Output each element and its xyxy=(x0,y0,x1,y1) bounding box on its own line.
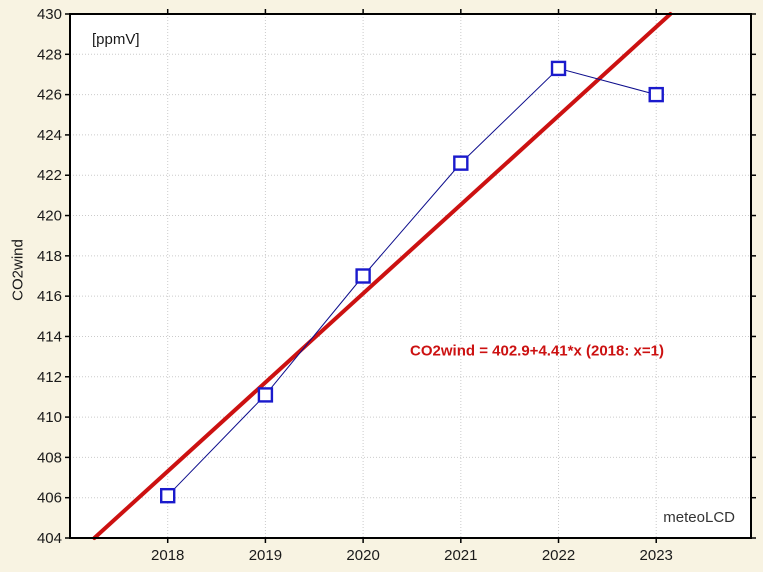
x-tick-label: 2021 xyxy=(444,547,477,564)
y-tick-label: 412 xyxy=(37,369,62,386)
data-point-marker xyxy=(160,487,176,504)
plot-area-background xyxy=(70,14,751,538)
y-tick-label: 410 xyxy=(37,409,62,426)
unit-label: [ppmV] xyxy=(92,31,140,48)
x-tick-label: 2020 xyxy=(346,547,379,564)
y-tick-label: 404 xyxy=(37,530,62,547)
y-tick-label: 426 xyxy=(37,87,62,104)
x-tick-label: 2022 xyxy=(542,547,575,564)
x-tick-label: 2023 xyxy=(640,547,673,564)
data-point-marker xyxy=(648,86,664,103)
y-tick-label: 416 xyxy=(37,288,62,305)
data-point-marker xyxy=(550,60,567,77)
data-point-marker xyxy=(355,268,371,284)
data-point-marker xyxy=(453,155,469,171)
trend-equation-label: CO2wind = 402.9+4.41*x (2018: x=1) xyxy=(410,342,664,360)
y-tick-label: 418 xyxy=(37,248,62,265)
y-tick-label: 422 xyxy=(37,167,62,184)
y-tick-label: 406 xyxy=(37,490,62,507)
y-tick-label: 408 xyxy=(37,449,62,466)
y-tick-label: 430 xyxy=(37,6,62,23)
watermark-label: meteoLCD xyxy=(663,509,735,526)
x-tick-label: 2018 xyxy=(151,547,184,564)
y-axis-title: CO2wind xyxy=(9,239,27,301)
x-tick-label: 2019 xyxy=(249,547,282,564)
trend-line xyxy=(92,12,673,540)
plot-border xyxy=(69,13,752,539)
data-point-marker xyxy=(257,387,274,403)
y-tick-label: 428 xyxy=(37,46,62,63)
y-tick-label: 414 xyxy=(37,328,62,345)
y-tick-label: 420 xyxy=(37,208,62,225)
y-tick-label: 424 xyxy=(37,127,62,144)
series-line xyxy=(167,67,657,497)
